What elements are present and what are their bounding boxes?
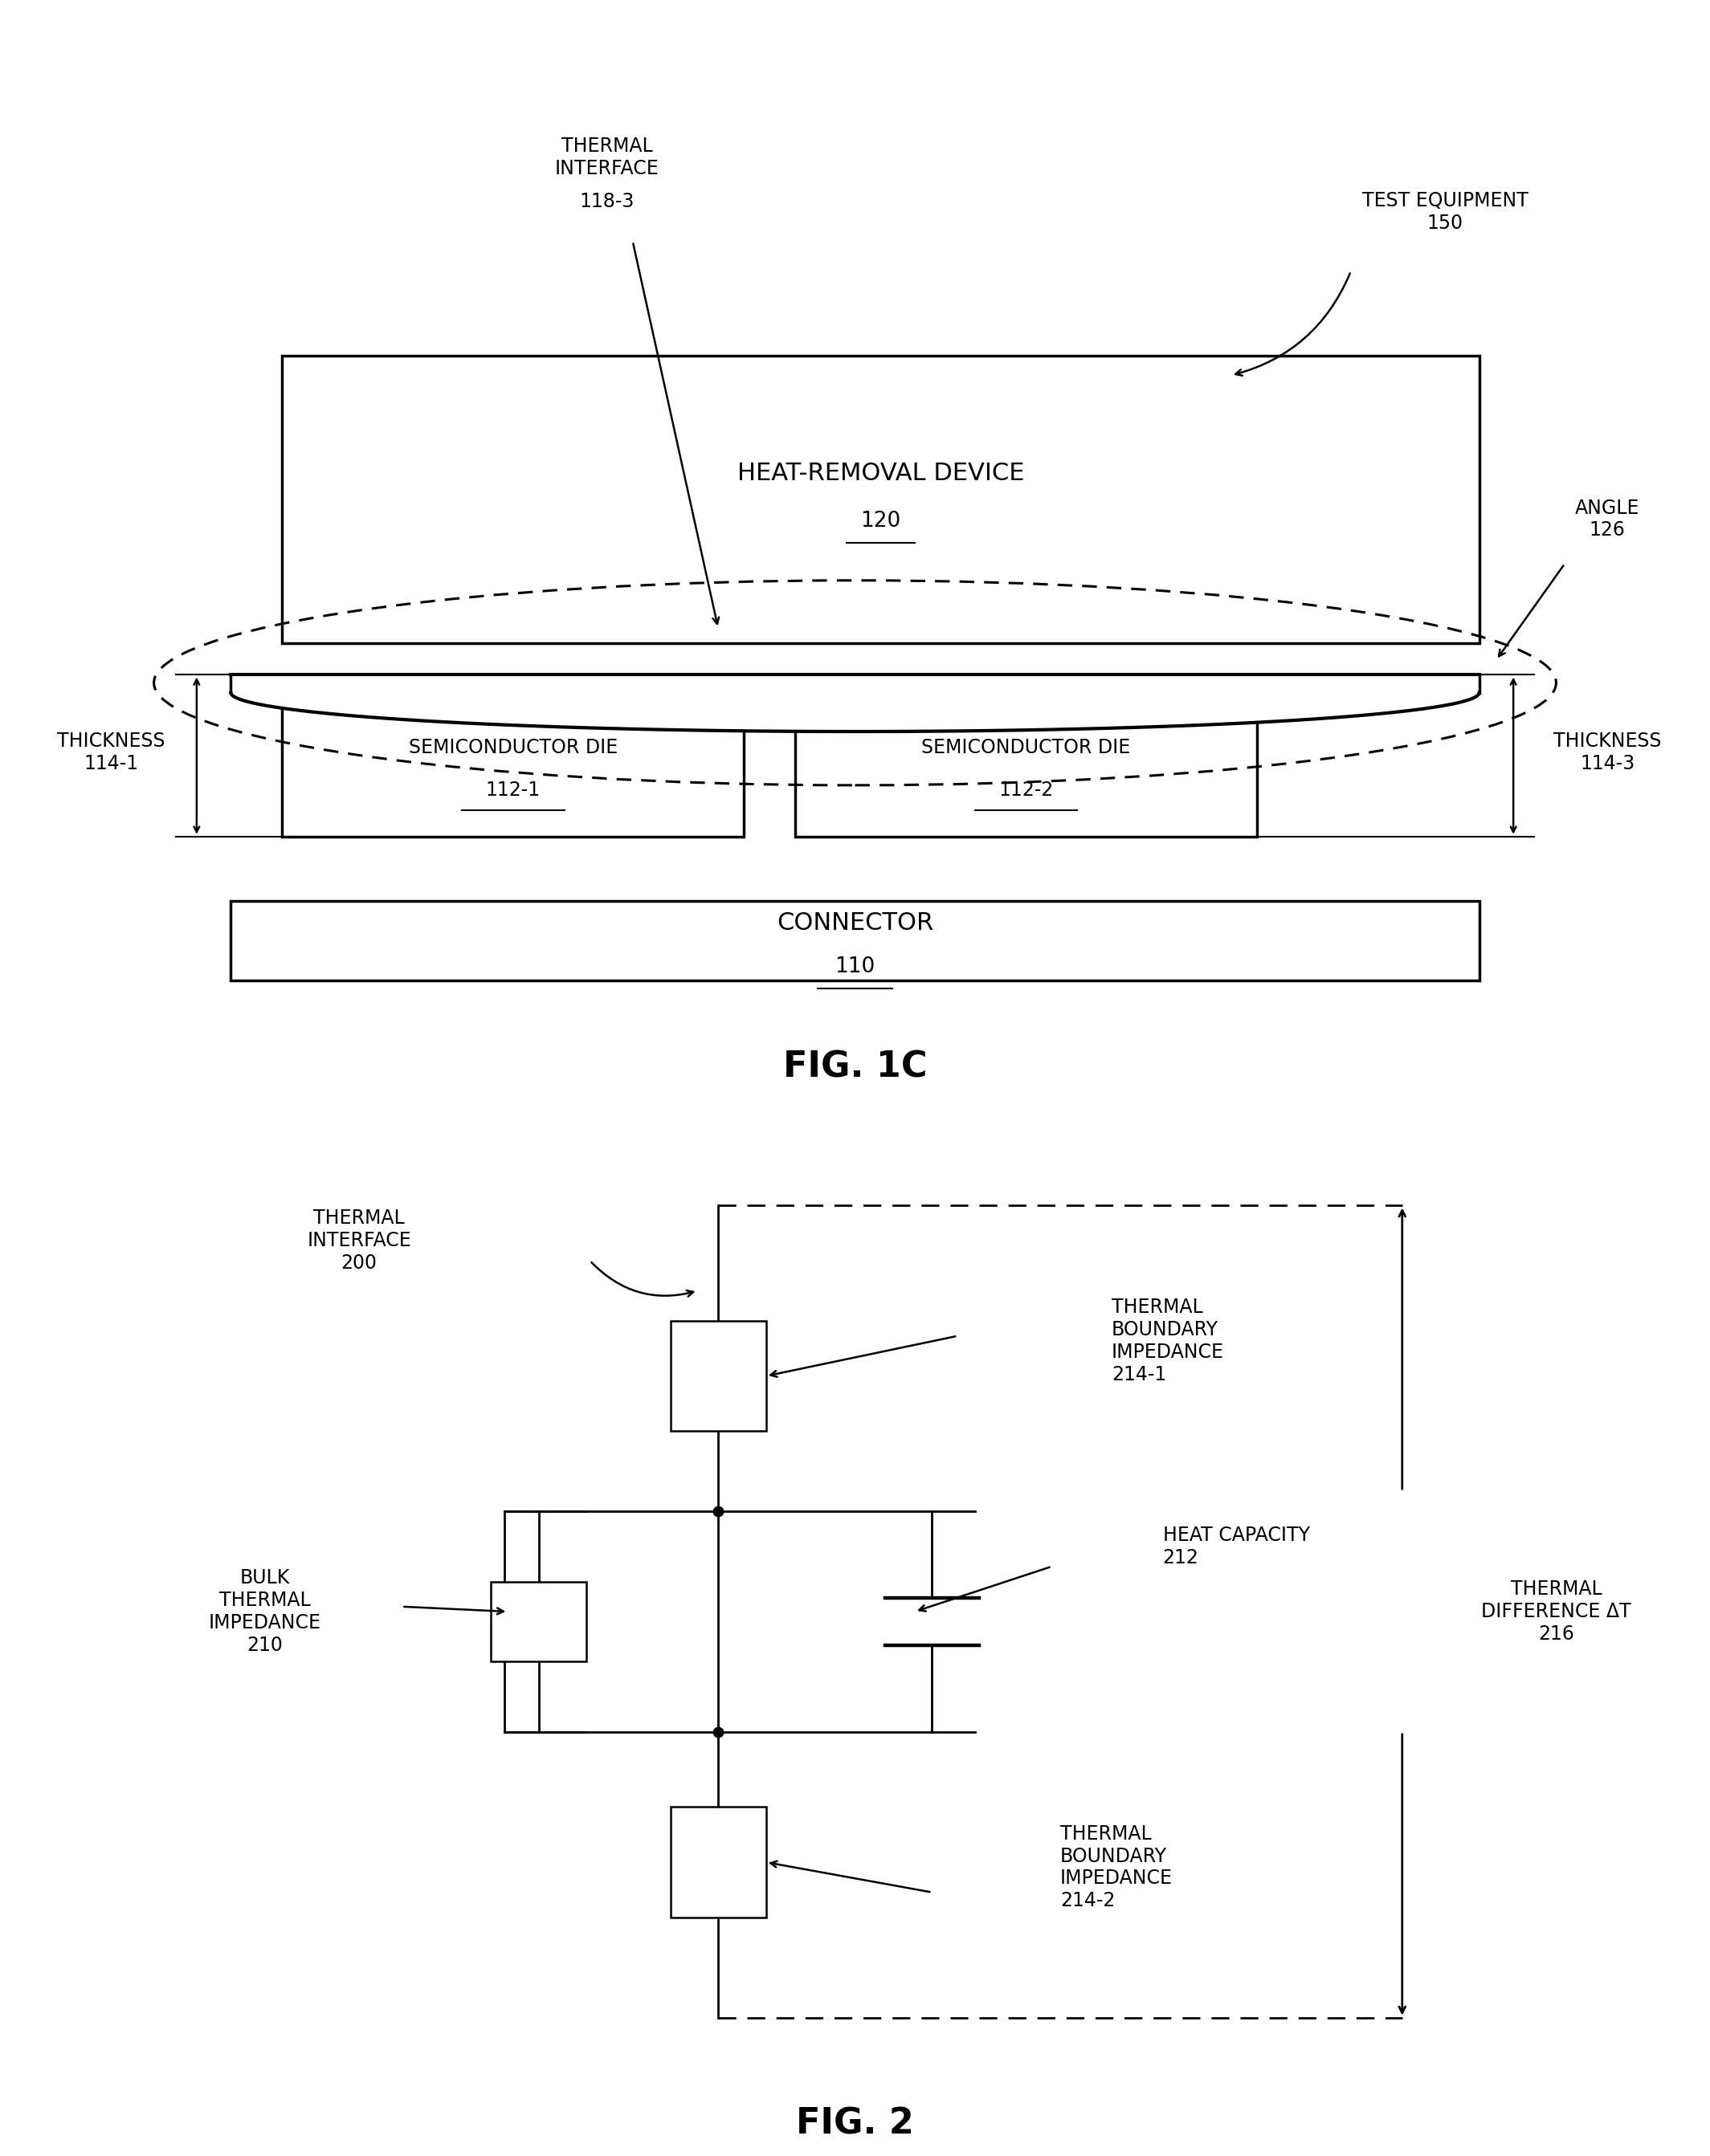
Text: THERMAL
BOUNDARY
IMPEDANCE
214-2: THERMAL BOUNDARY IMPEDANCE 214-2 [1060, 1824, 1173, 1910]
Text: ANGLE
126: ANGLE 126 [1575, 498, 1640, 539]
Text: THERMAL
INTERFACE
200: THERMAL INTERFACE 200 [308, 1210, 410, 1272]
Bar [491, 1583, 587, 1662]
Bar [670, 1322, 766, 1432]
Text: THERMAL
DIFFERENCE ΔT
216: THERMAL DIFFERENCE ΔT 216 [1481, 1580, 1631, 1643]
Text: HEAT CAPACITY
212: HEAT CAPACITY 212 [1163, 1526, 1310, 1567]
Bar [282, 692, 744, 837]
Text: CONNECTOR: CONNECTOR [776, 912, 934, 936]
Text: 112-1: 112-1 [486, 780, 540, 800]
Text: 110: 110 [834, 955, 876, 977]
Text: SEMICONDUCTOR DIE: SEMICONDUCTOR DIE [409, 737, 617, 757]
Text: TEST EQUIPMENT
150: TEST EQUIPMENT 150 [1361, 192, 1529, 233]
Bar [670, 1807, 766, 1917]
Text: THERMAL
INTERFACE: THERMAL INTERFACE [556, 136, 658, 179]
Text: THICKNESS
114-1: THICKNESS 114-1 [56, 731, 166, 774]
Text: BULK
THERMAL
IMPEDANCE
210: BULK THERMAL IMPEDANCE 210 [209, 1570, 321, 1656]
Text: HEAT-REMOVAL DEVICE: HEAT-REMOVAL DEVICE [737, 461, 1024, 485]
Text: 118-3: 118-3 [580, 192, 634, 211]
Text: SEMICONDUCTOR DIE: SEMICONDUCTOR DIE [922, 737, 1130, 757]
Text: THICKNESS
114-3: THICKNESS 114-3 [1553, 731, 1662, 774]
Text: THERMAL
BOUNDARY
IMPEDANCE
214-1: THERMAL BOUNDARY IMPEDANCE 214-1 [1112, 1298, 1224, 1384]
Bar [795, 692, 1257, 837]
Bar [231, 901, 1479, 981]
Text: FIG. 2: FIG. 2 [797, 2106, 913, 2141]
Text: 112-2: 112-2 [999, 780, 1053, 800]
Bar [282, 356, 1479, 642]
Polygon shape [231, 675, 1479, 731]
Text: 120: 120 [860, 511, 901, 530]
Text: FIG. 1C: FIG. 1C [783, 1050, 927, 1084]
